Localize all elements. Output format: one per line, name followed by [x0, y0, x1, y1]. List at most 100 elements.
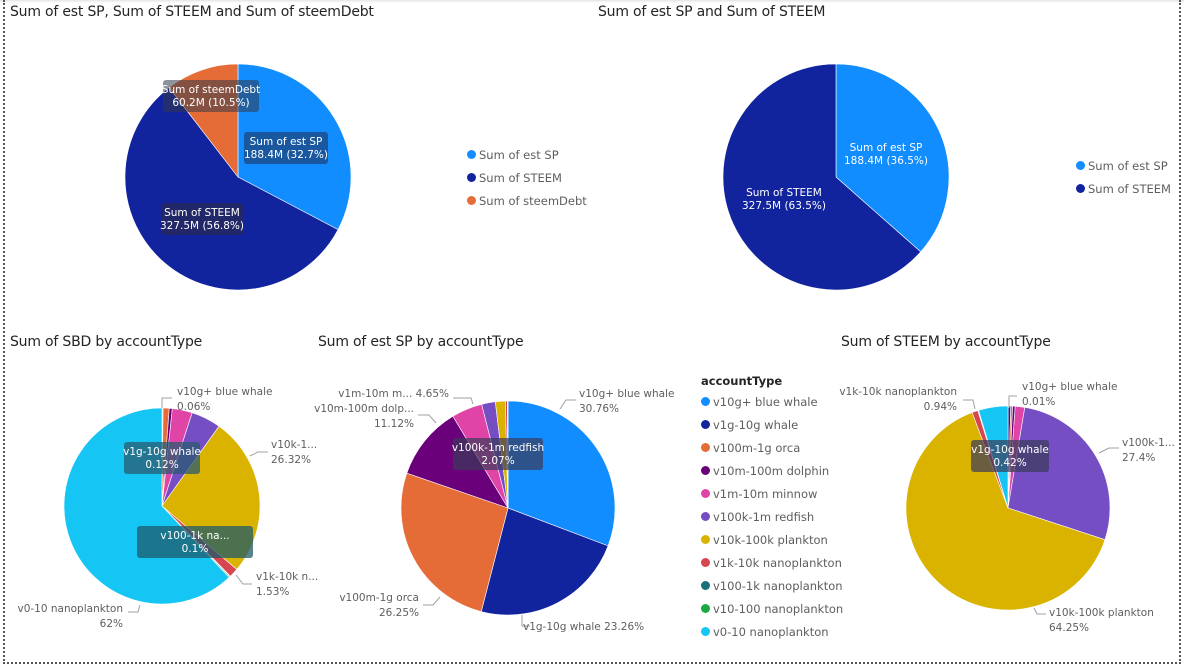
legend-label: v10m-100m dolphin: [713, 463, 830, 478]
data-label-text: 0.06%: [177, 401, 210, 413]
legend-dot-icon: [701, 443, 710, 452]
legend-item[interactable]: v1m-10m minnow: [701, 482, 843, 505]
legend-dot-icon: [467, 150, 476, 159]
data-label-text: v100k-1m redfish: [452, 442, 544, 454]
legend-label: v100m-1g orca: [713, 440, 801, 455]
data-label-text: v1m-10m m... 4.65%: [338, 388, 449, 400]
leader-line: [423, 596, 441, 606]
legend-label: v100-1k nanoplankton: [713, 578, 843, 593]
data-label-text: v10g+ blue whale: [579, 388, 674, 400]
data-label-blue-whale: v10g+ blue whale 0.01%: [1008, 381, 1117, 408]
data-label-text: v1g-10g whale: [123, 446, 201, 458]
legend-dot-icon: [701, 397, 710, 406]
legend-dot-icon: [701, 512, 710, 521]
data-label-minnow: v1m-10m m... 4.65%: [338, 388, 474, 405]
legend-item[interactable]: Sum of STEEM: [467, 166, 587, 189]
legend-item[interactable]: v1g-10g whale: [701, 413, 843, 436]
chart-title-c1: Sum of est SP, Sum of STEEM and Sum of s…: [10, 4, 374, 20]
data-label-box: [971, 440, 1049, 472]
data-label-text: 64.25%: [1049, 622, 1089, 634]
legend-label: v10-100 nanoplankton: [713, 601, 844, 616]
data-label-text: 27.4%: [1122, 452, 1155, 464]
legend-dot-icon: [701, 581, 710, 590]
data-label-text: 30.76%: [579, 403, 619, 415]
pie-slice-v10k-100k-plankton[interactable]: [905, 412, 1106, 611]
legend-item[interactable]: Sum of est SP: [467, 143, 587, 166]
legend-item[interactable]: v0-10 nanoplankton: [701, 620, 843, 643]
data-label-text: v1g-10g whale: [971, 444, 1049, 456]
legend-item[interactable]: v100-1k nanoplankton: [701, 574, 843, 597]
data-label-blue-whale: v10g+ blue whale 0.06%: [161, 386, 272, 413]
data-label-text: v1g-10g whale 23.26%: [523, 621, 644, 633]
legend-label: v0-10 nanoplankton: [713, 624, 829, 639]
data-label-box: [137, 526, 253, 558]
top-edge-shadow: [0, 0, 1184, 3]
pie-slice-v1g-10g-whale[interactable]: [480, 507, 609, 616]
data-label-text: v10k-1...: [271, 439, 317, 451]
legend-dot-icon: [701, 535, 710, 544]
data-label-text: 0.01%: [1022, 396, 1055, 408]
legend-item[interactable]: v10m-100m dolphin: [701, 459, 843, 482]
leader-line: [235, 574, 252, 585]
chart-title-c2: Sum of est SP and Sum of STEEM: [598, 4, 826, 20]
leader-line: [521, 615, 530, 627]
legend-dot-icon: [1076, 184, 1085, 193]
data-label-text: Sum of est SP: [250, 136, 323, 148]
data-label-box: [244, 132, 328, 164]
legend-label: Sum of est SP: [1088, 158, 1168, 173]
legend-label: v10k-100k plankton: [713, 532, 828, 547]
data-label-text: Sum of STEEM: [164, 207, 240, 219]
legend-c2: Sum of est SP Sum of STEEM: [1076, 154, 1171, 200]
data-label-plankton: v10k-100k plankton 64.25%: [1033, 607, 1154, 634]
data-label-text: v1k-10k n...: [256, 571, 318, 583]
pie-slice-sum-of-steem[interactable]: [124, 87, 339, 291]
legend-account-type: accountType v10g+ blue whale v1g-10g whal…: [701, 372, 843, 643]
legend-item[interactable]: v10k-100k plankton: [701, 528, 843, 551]
data-label-text: v1k-10k nanoplankton: [839, 386, 957, 398]
legend-item[interactable]: Sum of steemDebt: [467, 189, 587, 212]
pie-slice-v100m-1g-orca[interactable]: [400, 472, 509, 612]
data-label-redfish: v100k-1... 27.4%: [1098, 437, 1175, 464]
legend-item[interactable]: v1k-10k nanoplankton: [701, 551, 843, 574]
data-label-text: v100m-1g orca: [339, 592, 419, 604]
legend-c1: Sum of est SP Sum of STEEM Sum of steemD…: [467, 143, 587, 212]
legend-dot-icon: [467, 173, 476, 182]
legend-dot-icon: [1076, 161, 1085, 170]
data-label-text: 1.53%: [256, 586, 289, 598]
legend-item[interactable]: Sum of est SP: [1076, 154, 1171, 177]
legend-label: Sum of est SP: [479, 147, 559, 162]
data-label-text: Sum of steemDebt: [162, 84, 260, 96]
legend-dot-icon: [467, 196, 476, 205]
data-label-text: v10m-100m dolp...: [314, 403, 414, 415]
legend-item[interactable]: Sum of STEEM: [1076, 177, 1171, 200]
data-label-box: [124, 442, 200, 474]
legend-item[interactable]: v100m-1g orca: [701, 436, 843, 459]
leader-line: [418, 414, 437, 424]
pie-slice-sum-of-est-sp[interactable]: [835, 63, 950, 253]
data-label-text: v10k-100k plankton: [1049, 607, 1154, 619]
data-label-orca: v100m-1g orca 26.25%: [339, 592, 441, 619]
legend-item[interactable]: v10-100 nanoplankton: [701, 597, 843, 620]
data-label-text: 26.32%: [271, 454, 311, 466]
legend-dot-icon: [701, 627, 710, 636]
leader-line: [1098, 447, 1119, 454]
legend-label: v1g-10g whale: [713, 417, 799, 432]
data-label-v1k-10k: v1k-10k n... 1.53%: [235, 571, 318, 598]
legend-item[interactable]: v10g+ blue whale: [701, 390, 843, 413]
leader-line: [1008, 395, 1017, 408]
data-label-box: [453, 438, 543, 470]
data-label-box: [163, 80, 259, 112]
legend-item[interactable]: v100k-1m redfish: [701, 505, 843, 528]
data-label-text: 62%: [100, 618, 123, 630]
pie-slice-v10g-blue-whale[interactable]: [507, 400, 616, 547]
pie-slice-sum-of-steem[interactable]: [722, 63, 922, 291]
leader-line: [1033, 607, 1046, 615]
legend-dot-icon: [701, 558, 710, 567]
data-label-text: 188.4M (32.7%): [244, 149, 328, 161]
